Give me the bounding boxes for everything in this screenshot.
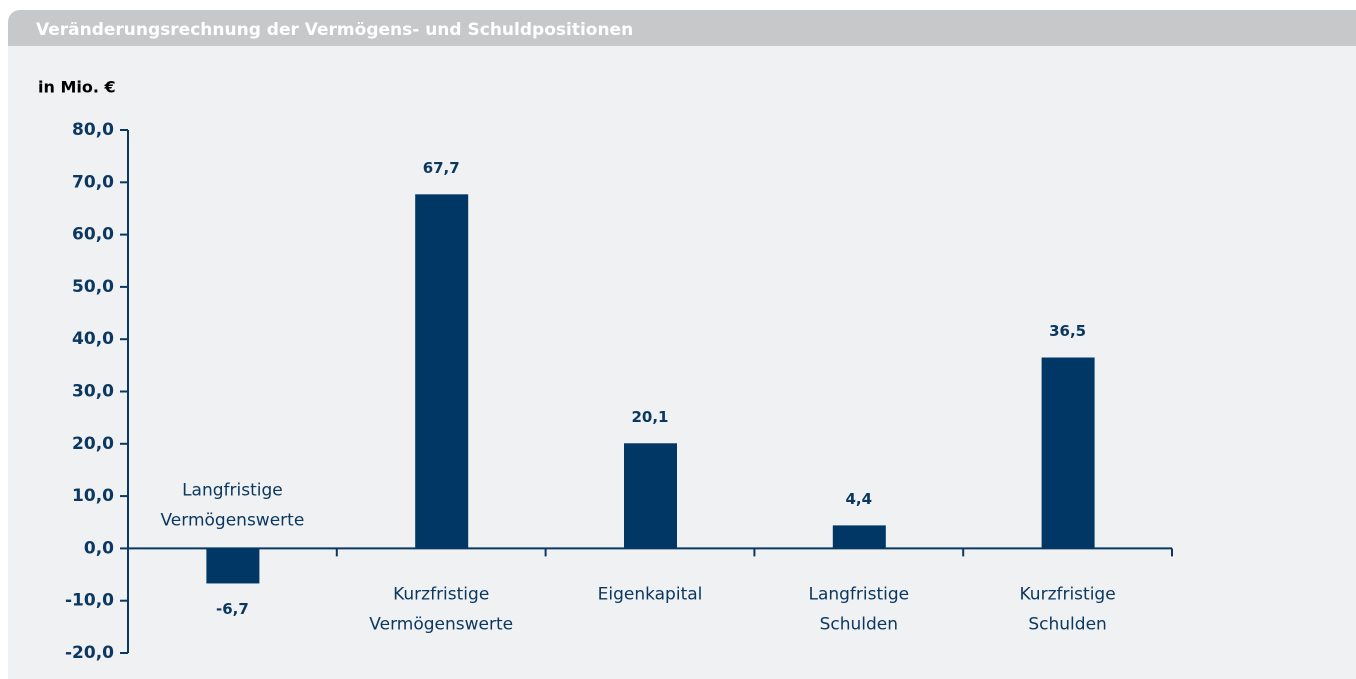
- y-tick-label: 50,0: [72, 277, 114, 297]
- x-tick-label: Kurzfristige Schulden: [1020, 584, 1116, 634]
- chart-title: Veränderungsrechnung der Vermögens- und …: [36, 20, 633, 40]
- y-tick-label: -20,0: [65, 643, 114, 663]
- y-tick-label: 70,0: [72, 172, 114, 192]
- y-tick-label: 80,0: [72, 120, 114, 140]
- value-label: 36,5: [1049, 322, 1086, 340]
- y-tick-label: 30,0: [72, 382, 114, 402]
- y-tick-label: 40,0: [72, 329, 114, 349]
- x-tick-label: Langfristige Vermögenswerte: [161, 480, 305, 530]
- title-bar: [8, 10, 1356, 46]
- bar: [1041, 357, 1095, 549]
- y-tick-label: 0,0: [84, 538, 114, 558]
- y-tick-label: 20,0: [72, 434, 114, 454]
- value-label: 20,1: [631, 408, 668, 426]
- value-label: 67,7: [423, 159, 460, 177]
- value-label: 4,4: [846, 490, 873, 508]
- bar: [624, 443, 677, 549]
- unit-label: in Mio. €: [38, 78, 116, 97]
- x-tick-label: Langfristige Schulden: [808, 584, 909, 634]
- value-label: -6,7: [216, 600, 249, 618]
- y-tick-label: 10,0: [72, 486, 114, 506]
- x-tick-label: Eigenkapital: [598, 584, 703, 604]
- bar: [206, 548, 260, 584]
- bar: [832, 525, 886, 549]
- y-tick-label: -10,0: [65, 591, 114, 611]
- y-tick-label: 60,0: [72, 225, 114, 245]
- x-tick-label: Kurzfristige Vermögenswerte: [369, 584, 513, 634]
- bar: [415, 194, 469, 549]
